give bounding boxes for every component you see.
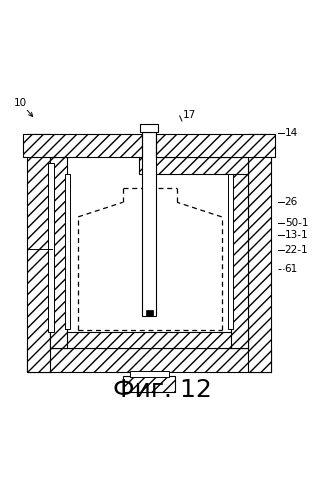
Bar — [23, 134, 275, 157]
Text: 17: 17 — [183, 110, 196, 120]
Bar — [27, 348, 271, 372]
Bar — [27, 134, 50, 372]
Text: 10: 10 — [14, 98, 27, 108]
Bar — [123, 376, 175, 392]
Bar — [139, 157, 248, 174]
Text: 22-1: 22-1 — [285, 245, 308, 255]
Bar — [67, 174, 231, 332]
Text: 61: 61 — [285, 264, 298, 274]
Bar — [50, 157, 248, 348]
Text: 50-1: 50-1 — [285, 218, 308, 228]
Bar — [50, 332, 248, 348]
Bar — [228, 174, 233, 328]
Text: Фиг. 12: Фиг. 12 — [112, 378, 212, 402]
Bar — [146, 310, 153, 316]
Bar — [143, 133, 155, 158]
Bar — [140, 124, 158, 132]
Bar — [65, 174, 70, 328]
Bar — [50, 157, 67, 348]
Bar — [231, 157, 248, 348]
Text: 13-1: 13-1 — [285, 231, 308, 241]
Text: 14: 14 — [285, 128, 298, 138]
Bar — [248, 134, 271, 372]
Bar — [48, 163, 54, 332]
Bar — [143, 132, 156, 316]
Bar — [130, 371, 169, 377]
Text: 26: 26 — [285, 197, 298, 207]
